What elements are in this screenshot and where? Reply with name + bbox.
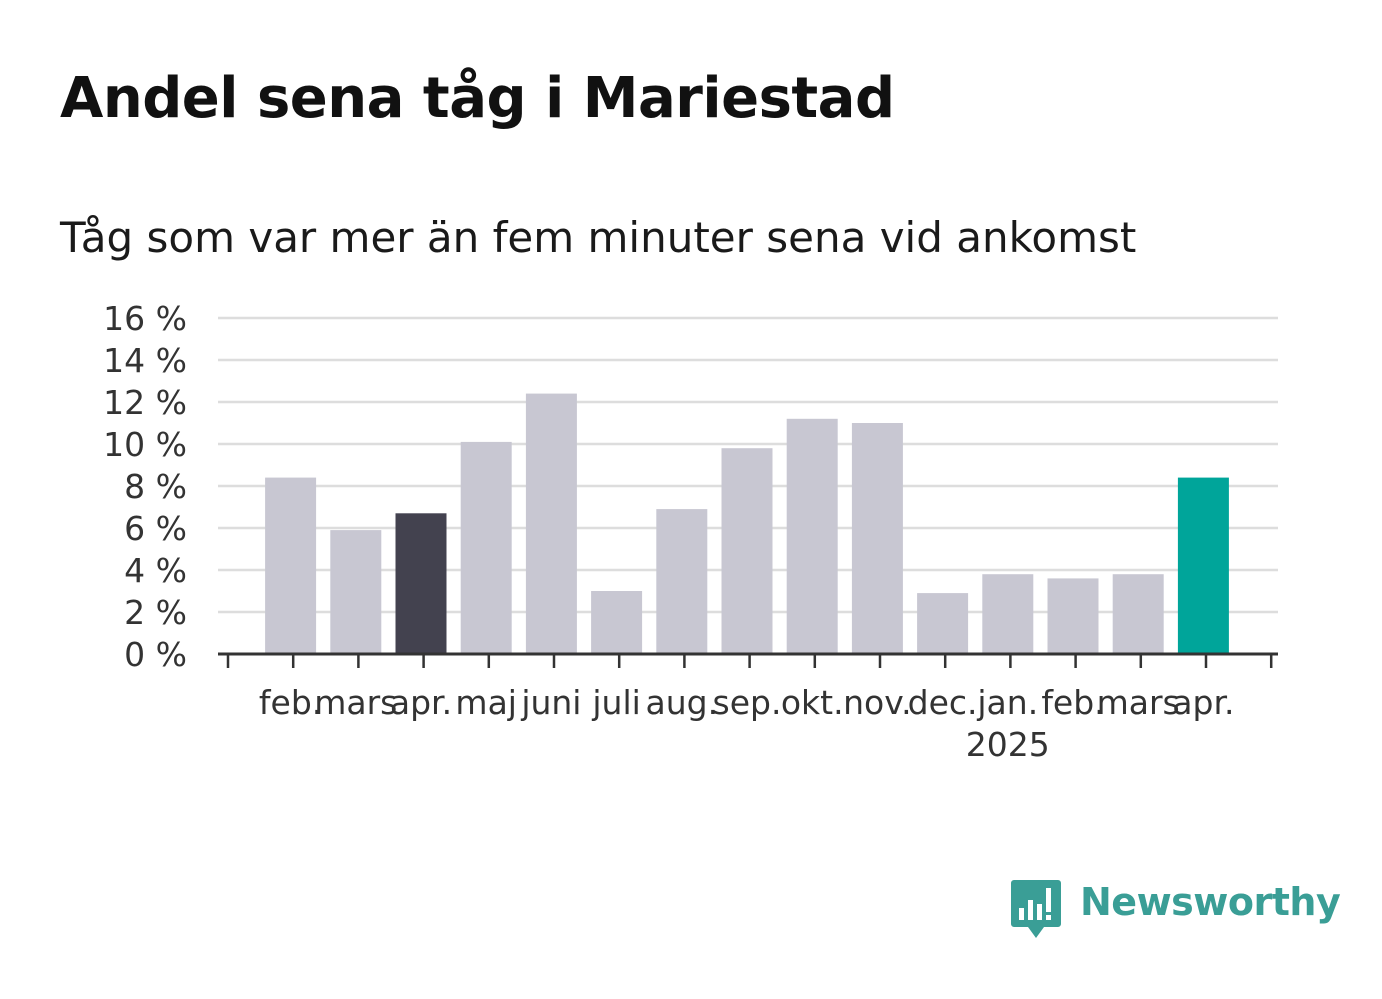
x-tick-label: juni <box>520 683 581 722</box>
x-tick-label: apr. <box>1172 683 1234 722</box>
bar <box>591 591 643 654</box>
chart-subtitle: Tåg som var mer än fem minuter sena vid … <box>60 213 1137 262</box>
bar <box>1177 477 1229 654</box>
x-tick-label: maj <box>455 683 517 722</box>
x-tick-label: nov. <box>843 683 912 722</box>
bar <box>851 423 903 654</box>
bar <box>265 477 317 654</box>
x-tick-label: apr. <box>390 683 452 722</box>
x-tick-label: feb. <box>259 683 322 722</box>
bar <box>982 574 1034 654</box>
y-tick-label: 14 % <box>103 341 187 380</box>
bar <box>917 593 969 654</box>
x-tick-label: sep. <box>713 683 782 722</box>
brand-logo: Newsworthy <box>1010 878 1341 942</box>
y-tick-label: 10 % <box>103 425 187 464</box>
y-tick-label: 12 % <box>103 383 187 422</box>
bar <box>1047 578 1099 654</box>
x-tick-label: feb. <box>1041 683 1104 722</box>
bar <box>1112 574 1164 654</box>
x-tick-label: juli <box>591 683 640 722</box>
y-tick-label: 16 % <box>103 299 187 338</box>
y-tick-label: 2 % <box>124 593 187 632</box>
bars <box>265 393 1229 654</box>
x-tick-label: mars <box>1097 683 1180 722</box>
brand-name: Newsworthy <box>1080 880 1341 924</box>
bar <box>395 513 447 654</box>
chart-title: Andel sena tåg i Mariestad <box>60 66 895 131</box>
x-tick-label: okt. <box>781 683 844 722</box>
newsworthy-logo-icon <box>1011 880 1061 938</box>
x-tick-label: mars <box>314 683 397 722</box>
y-tick-label: 8 % <box>124 467 187 506</box>
x-year-label: 2025 <box>966 725 1050 764</box>
bar <box>525 393 577 654</box>
y-tick-label: 6 % <box>124 509 187 548</box>
bar <box>786 418 838 654</box>
x-tick-label: dec. <box>908 683 978 722</box>
bar <box>330 530 382 654</box>
y-tick-label: 0 % <box>124 635 187 674</box>
bar <box>721 448 773 654</box>
x-tick-label: aug. <box>646 683 719 722</box>
bar <box>460 441 512 654</box>
x-axis <box>218 652 1278 668</box>
bar <box>656 509 708 654</box>
y-tick-label: 4 % <box>124 551 187 590</box>
y-axis-tick-labels: 0 %2 %4 %6 %8 %10 %12 %14 %16 % <box>103 299 187 674</box>
x-tick-label: jan. <box>976 683 1038 722</box>
